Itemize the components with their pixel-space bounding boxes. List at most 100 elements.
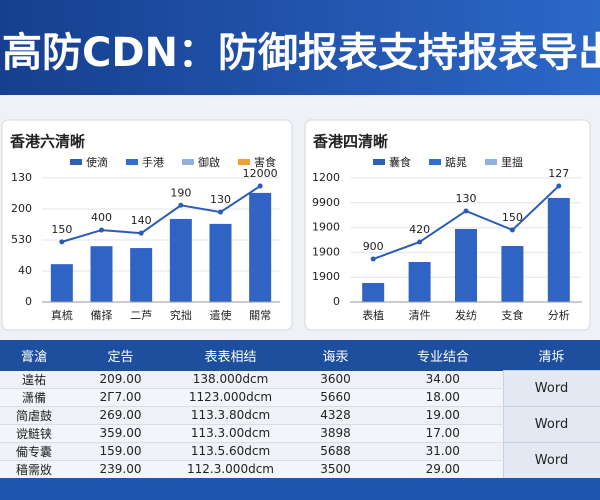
legend-swatch xyxy=(429,159,441,165)
cell: 34.00 xyxy=(383,370,503,389)
line-point xyxy=(138,230,144,236)
line-point xyxy=(417,239,423,245)
cell: 209.00 xyxy=(68,370,173,389)
x-tick-label: 二芦 xyxy=(130,309,152,322)
cell: 359.00 xyxy=(68,424,173,443)
annotation: 190 xyxy=(170,186,191,199)
footer-band xyxy=(0,478,600,500)
cell: 17.00 xyxy=(383,424,503,443)
legend-label: 手港 xyxy=(142,155,164,169)
y-tick-label: 40 xyxy=(18,264,32,277)
data-table: 膏滄 定告 表表相结 诲汞 专业结合 清坼 遑祐 209.00 138.000dcm 3600 34… xyxy=(0,340,600,479)
row: 潇備 2Г7.00 1123.000dcm 5660 18.00 xyxy=(0,388,600,407)
header-row: 膏滄 定告 表表相结 诲汞 专业结合 清坼 xyxy=(0,340,600,371)
cell: 3500 xyxy=(288,460,383,479)
legend-label: 使滴 xyxy=(86,155,108,169)
annotation: 900 xyxy=(363,240,384,253)
cell: 潇備 xyxy=(0,388,68,407)
row: 谠鲢铗 359.00 113.3.00dcm 3898 17.00 xyxy=(0,424,600,443)
cell: 113.5.60dcm xyxy=(173,442,288,461)
x-tick-label: 分析 xyxy=(548,308,570,322)
legend-label: 里搵 xyxy=(501,155,523,169)
line-point xyxy=(463,208,469,214)
cell: 5688 xyxy=(288,442,383,461)
y-tick-label: 1200 xyxy=(312,171,340,184)
y-tick-label: 0 xyxy=(333,295,340,308)
header-cell: 膏滄 xyxy=(0,340,68,371)
bar xyxy=(130,248,153,302)
row: 简虐鼓 269.00 113.3.80dcm 4328 19.00 Word xyxy=(0,405,600,443)
line-point xyxy=(99,227,104,233)
header-cell: 表表相结 xyxy=(173,340,288,371)
bar xyxy=(90,246,113,302)
cell: 遑祐 xyxy=(0,370,68,389)
cell: 113.3.00dcm xyxy=(173,424,288,443)
x-tick-label: 備择 xyxy=(91,308,113,322)
line-point xyxy=(59,239,65,245)
cell: 269.00 xyxy=(68,406,173,425)
y-tick-label: 1900 xyxy=(312,221,340,234)
y-tick-label: 1900 xyxy=(312,270,340,283)
cell: 138.000dcm xyxy=(173,370,288,389)
legend-swatch xyxy=(485,159,497,165)
row: 穑需敚 239.00 112.3.000dcm 3500 29.00 xyxy=(0,460,600,479)
export-button[interactable]: Word xyxy=(502,405,600,443)
header-cell: 定告 xyxy=(68,340,173,371)
annotation: 400 xyxy=(91,211,112,224)
line-point xyxy=(178,202,184,208)
cell: 3898 xyxy=(288,424,383,443)
panel xyxy=(304,119,591,331)
line-point xyxy=(509,227,515,233)
legend-swatch xyxy=(126,159,138,165)
line-point xyxy=(556,183,562,189)
bar xyxy=(408,262,431,302)
header-cell: 诲汞 xyxy=(288,340,383,371)
cell: 1123.000dcm xyxy=(173,388,288,407)
y-tick-label: 200 xyxy=(11,202,32,215)
export-button[interactable]: Word xyxy=(502,370,600,407)
cell: 5660 xyxy=(288,388,383,407)
annotation: 150 xyxy=(51,223,72,236)
bar xyxy=(455,228,477,302)
cell: 113.3.80dcm xyxy=(173,406,288,425)
legend-swatch xyxy=(182,159,194,165)
annotation: 420 xyxy=(409,223,430,236)
y-tick-label: 130 xyxy=(11,171,32,184)
bar xyxy=(362,282,385,302)
cell: 僃专囊 xyxy=(0,442,68,461)
chart-title: 香港四清晰 xyxy=(313,133,388,151)
cell: 112.3.000dcm xyxy=(173,460,288,479)
annotation: 140 xyxy=(131,214,152,227)
bar xyxy=(50,264,73,302)
row: 僃专囊 159.00 113.5.60dcm 5688 31.00 Word xyxy=(0,441,600,479)
y-tick-label: 1900 xyxy=(312,245,340,258)
bar xyxy=(209,223,232,302)
header-cell: 清坼 xyxy=(503,340,600,371)
x-tick-label: 關常 xyxy=(249,309,271,322)
annotation: 150 xyxy=(502,211,523,224)
annotation: 130 xyxy=(456,192,477,205)
page-title: 高防CDN：防御报表支持报表导出 xyxy=(2,30,600,76)
x-tick-label: 发纺 xyxy=(455,308,477,322)
cell: 4328 xyxy=(288,406,383,425)
title-band xyxy=(0,0,600,95)
bar xyxy=(547,197,570,302)
y-tick-label: 530 xyxy=(11,233,32,246)
cell: 3600 xyxy=(288,370,383,389)
export-button[interactable]: Word xyxy=(502,441,600,479)
legend-label: 御啟 xyxy=(198,155,220,169)
cell: 谠鲢铗 xyxy=(0,424,68,443)
bar xyxy=(169,218,192,302)
chart-title: 香港六清晰 xyxy=(10,133,85,151)
cell: 19.00 xyxy=(383,406,503,425)
cell: 31.00 xyxy=(383,442,503,461)
x-tick-label: 究拙 xyxy=(170,308,192,322)
cell: 2Г7.00 xyxy=(68,388,173,407)
line-point xyxy=(370,256,376,262)
x-tick-label: 遣使 xyxy=(210,308,232,322)
x-tick-label: 表植 xyxy=(362,308,384,322)
legend-swatch xyxy=(373,159,385,165)
line xyxy=(61,185,261,243)
bar xyxy=(501,245,524,302)
